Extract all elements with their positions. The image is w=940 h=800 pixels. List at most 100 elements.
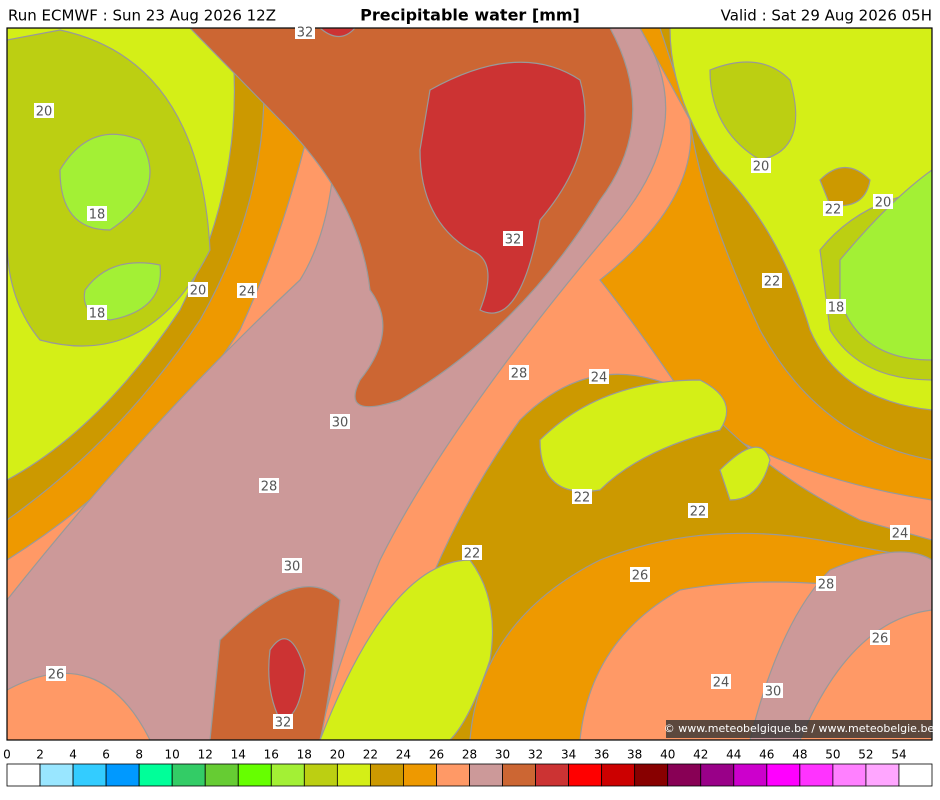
- colorbar-label: 32: [528, 748, 543, 762]
- contour-label-box: [503, 231, 523, 246]
- colorbar-swatch: [303, 763, 338, 787]
- colorbar-label: 34: [561, 748, 576, 762]
- contour-label-box: [873, 194, 893, 209]
- colorbar-swatch: [700, 763, 735, 787]
- colorbar-swatch: [39, 763, 74, 787]
- colorbar-swatch: [138, 763, 173, 787]
- colorbar-swatch: [72, 763, 107, 787]
- contour-label: 20: [190, 284, 207, 299]
- contour-label-box: [762, 273, 782, 288]
- colorbar-label: 28: [462, 748, 477, 762]
- contour-label: 18: [89, 307, 106, 322]
- contour-label: 22: [764, 275, 781, 290]
- colorbar-swatch: [733, 763, 768, 787]
- map-area: [6, 27, 933, 741]
- contour-label: 20: [753, 160, 770, 175]
- contour-label-box: [589, 369, 609, 384]
- contour-label-box: [282, 558, 302, 573]
- contour-label: 22: [574, 491, 591, 506]
- colorbar-label: 10: [165, 748, 180, 762]
- contour-label-box: [87, 206, 107, 221]
- contour-label-box: [87, 305, 107, 320]
- contour-label: 28: [818, 578, 835, 593]
- contour-label: 30: [332, 416, 349, 431]
- colorbar-swatch: [799, 763, 834, 787]
- contour-label-box: [890, 525, 910, 540]
- colorbar-label: 0: [3, 748, 11, 762]
- colorbar-label: 24: [396, 748, 411, 762]
- colorbar-label: 54: [891, 748, 906, 762]
- colorbar-label: 8: [135, 748, 143, 762]
- colorbar-label: 12: [198, 748, 213, 762]
- contour-label: 26: [48, 668, 65, 683]
- colorbar-label: 46: [759, 748, 774, 762]
- colorbar-label: 38: [627, 748, 642, 762]
- contour-label-box: [462, 545, 482, 560]
- credit-box: [666, 720, 932, 738]
- contour-label: 30: [765, 685, 782, 700]
- colorbar-swatch: [336, 763, 371, 787]
- contour-label: 32: [297, 26, 314, 41]
- contour-label-box: [751, 158, 771, 173]
- contour-label: 32: [505, 233, 522, 248]
- contour-label-box: [823, 201, 843, 216]
- colorbar-label: 52: [858, 748, 873, 762]
- contour-label: 22: [690, 505, 707, 520]
- contour-label-box: [870, 630, 890, 645]
- contour-label: 30: [284, 560, 301, 575]
- contour-label-box: [330, 414, 350, 429]
- colorbar-swatch: [634, 763, 669, 787]
- contour-label: 24: [713, 676, 730, 691]
- colorbar-label: 36: [594, 748, 609, 762]
- contour-label: 20: [36, 105, 53, 120]
- colorbar-label: 22: [363, 748, 378, 762]
- contour-label-box: [509, 365, 529, 380]
- contour-label: 28: [261, 480, 278, 495]
- contour-label-box: [34, 103, 54, 118]
- contour-label: 26: [872, 632, 889, 647]
- contour-label-box: [259, 478, 279, 493]
- colorbar-label: 20: [330, 748, 345, 762]
- contour-label: 24: [239, 285, 256, 300]
- colorbar-swatch: [270, 763, 305, 787]
- contour-label: 22: [464, 547, 481, 562]
- contour-label: 24: [892, 527, 909, 542]
- colorbar-swatch: [6, 763, 41, 787]
- contour-label: 28: [511, 367, 528, 382]
- contour-label: 26: [632, 569, 649, 584]
- colorbar-swatch: [568, 763, 603, 787]
- colorbar-label: 44: [726, 748, 741, 762]
- colorbar-label: 26: [429, 748, 444, 762]
- contour-label-box: [826, 299, 846, 314]
- colorbar-label: 4: [69, 748, 77, 762]
- contour-label: 20: [875, 196, 892, 211]
- colorbar-label: 30: [495, 748, 510, 762]
- colorbar-label: 18: [297, 748, 312, 762]
- colorbar-label: 14: [231, 748, 246, 762]
- contour-label: 32: [275, 716, 292, 731]
- colorbar-swatch: [469, 763, 503, 787]
- contour-label-box: [572, 489, 592, 504]
- colorbar-swatch: [601, 763, 636, 787]
- contour-label-box: [630, 567, 650, 582]
- contour-label: 18: [89, 208, 106, 223]
- colorbar-swatch: [535, 763, 570, 787]
- contour-label-box: [763, 683, 783, 698]
- colorbar-swatch: [766, 763, 801, 787]
- map-title: Precipitable water [mm]: [360, 6, 580, 25]
- colorbar-swatch: [369, 763, 404, 787]
- colorbar-swatch: [204, 763, 239, 787]
- colorbar-swatch: [237, 763, 272, 787]
- colorbar-swatch: [502, 763, 536, 787]
- contour-label-box: [237, 283, 257, 298]
- colorbar-swatch: [403, 763, 437, 787]
- contour-label-box: [273, 714, 293, 729]
- contour-label: 18: [828, 301, 845, 316]
- colorbar-swatch: [898, 763, 933, 787]
- contour-label-box: [711, 674, 731, 689]
- colorbar-swatch: [171, 763, 206, 787]
- credit-text: © www.meteobelgique.be / www.meteobelgie…: [664, 722, 935, 735]
- contour-label-box: [688, 503, 708, 518]
